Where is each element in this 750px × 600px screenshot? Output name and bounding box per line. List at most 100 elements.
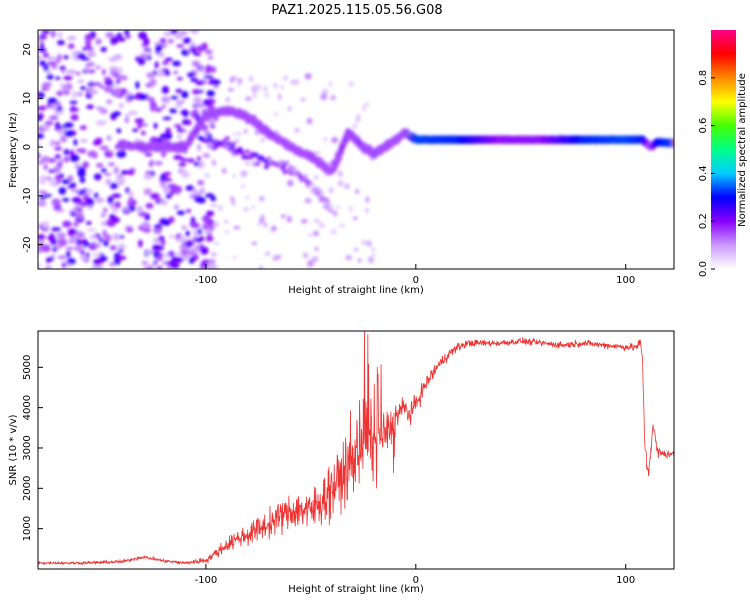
spectrogram-noise-blob: [274, 112, 278, 117]
spectrogram-noise-blob: [79, 201, 89, 207]
spectrogram-noise-blob: [39, 239, 45, 244]
y-tick-label: 2000: [22, 476, 33, 501]
spectrogram-noise-blob: [79, 250, 85, 255]
spectrogram-noise-blob: [217, 204, 224, 211]
spectrogram-noise-blob: [76, 148, 86, 153]
spectrogram-noise-blob: [165, 127, 171, 135]
spectrogram-noise-blob: [312, 230, 319, 237]
spectrogram-noise-blob: [181, 110, 190, 116]
spectrogram-ridge-core: [671, 140, 674, 146]
spectrogram-noise-blob: [181, 225, 188, 231]
spectrogram-noise-blob: [199, 64, 205, 73]
spectrogram-noise-blob: [212, 221, 219, 228]
spectrogram-noise-blob: [75, 211, 84, 220]
spectrogram-noise-blob: [362, 105, 366, 112]
spectrogram-noise-blob: [45, 257, 51, 264]
spectrogram-ridge-blob: [291, 166, 297, 171]
spectrogram-ridge-blob: [263, 164, 269, 169]
spectrogram-noise-blob: [295, 78, 300, 86]
spectrogram-noise-blob: [229, 77, 235, 83]
spectrogram-noise-blob: [314, 246, 319, 252]
spectrogram-noise-blob: [201, 215, 210, 222]
spectrogram-noise-blob: [38, 55, 42, 60]
spectrogram-noise-blob: [287, 106, 292, 112]
x-tick-label: -100: [195, 575, 218, 586]
spectrogram-noise-blob: [125, 112, 130, 118]
spectrogram-noise-blob: [178, 30, 188, 36]
spectrogram-y-ticks: -20 -10 0 10 20: [22, 43, 43, 253]
spectrogram-noise-blob: [169, 108, 178, 114]
spectrogram-noise-blob: [245, 162, 251, 166]
spectrogram-noise-blob: [104, 234, 112, 243]
spectrogram-noise-blob: [157, 51, 165, 58]
spectrogram-noise-blob: [202, 99, 213, 107]
spectrogram-noise-blob: [263, 85, 268, 93]
spectrogram-noise-blob: [55, 140, 61, 146]
spectrogram-noise-blob: [180, 248, 189, 256]
spectrogram-noise-blob: [141, 261, 148, 265]
spectrogram-ridge-blob: [316, 188, 322, 193]
x-tick-label: 100: [616, 575, 635, 586]
spectrogram-noise-blob: [38, 133, 45, 139]
spectrogram-noise-blob: [120, 170, 128, 176]
spectrogram-noise-blob: [100, 168, 107, 173]
spectrogram-noise-blob: [43, 193, 52, 198]
spectrogram-noise-blob: [76, 238, 82, 246]
spectrogram-noise-blob: [118, 75, 128, 81]
spectrogram-noise-blob: [190, 41, 196, 46]
spectrogram-noise-blob: [64, 122, 74, 128]
spectrogram-noise-blob: [260, 138, 266, 142]
spectrogram-noise-blob: [249, 75, 254, 82]
spectrogram-ridge-blob: [325, 201, 331, 206]
spectrogram-noise-blob: [210, 203, 217, 207]
spectrogram-noise-blob: [352, 216, 358, 221]
spectrogram-noise-blob: [177, 235, 187, 243]
spectrogram-noise-blob: [48, 178, 57, 186]
spectrogram-ridge-blob: [244, 149, 250, 154]
spectrogram-noise-blob: [52, 247, 58, 252]
spectrogram-noise-blob: [54, 174, 62, 179]
spectrogram-noise-blob: [193, 190, 202, 196]
spectrogram-ridge-blob: [297, 174, 303, 179]
spectrogram-noise-blob: [245, 96, 252, 102]
spectrogram-noise-blob: [169, 30, 179, 35]
spectrogram-noise-blob: [187, 72, 195, 78]
spectrogram-noise-blob: [160, 133, 169, 139]
spectrogram-noise-blob: [69, 107, 79, 112]
spectrogram-noise-blob: [196, 156, 201, 162]
spectrogram-noise-blob: [314, 150, 321, 155]
spectrogram-noise-blob: [41, 86, 48, 91]
spectrogram-noise-blob: [232, 132, 237, 136]
spectrogram-noise-blob: [189, 257, 195, 261]
spectrogram-noise-blob: [47, 235, 56, 241]
spectrogram-noise-blob: [173, 71, 178, 75]
spectrogram-noise-blob: [93, 173, 102, 181]
spectrogram-noise-blob: [161, 60, 169, 66]
spectrogram-noise-blob: [251, 160, 257, 167]
spectrogram-noise-blob: [111, 71, 116, 75]
spectrogram-noise-blob: [118, 102, 124, 109]
spectrogram-noise-blob: [82, 241, 91, 247]
spectrogram-ridge-blob: [309, 182, 315, 187]
spectrogram-noise-blob: [38, 263, 41, 269]
spectrogram-noise-blob: [213, 241, 220, 246]
spectrogram-noise-blob: [145, 72, 156, 78]
spectrogram-noise-blob: [108, 262, 116, 267]
spectrogram-noise-blob: [257, 222, 261, 227]
spectrogram-noise-blob: [175, 104, 183, 109]
spectrogram-noise-blob: [92, 252, 101, 257]
spectrogram-noise-blob: [40, 124, 51, 131]
spectrogram-noise-blob: [207, 80, 217, 85]
spectrogram-noise-blob: [204, 70, 211, 74]
spectrogram-noise-blob: [128, 110, 138, 116]
y-tick-label: -20: [22, 236, 33, 252]
spectrogram-noise-blob: [87, 227, 96, 232]
x-tick-label: 0: [413, 575, 419, 586]
spectrogram-noise-blob: [38, 160, 44, 165]
spectrogram-noise-blob: [278, 93, 282, 100]
spectrogram-ridge-blob: [289, 171, 295, 176]
spectrogram-noise-blob: [124, 116, 130, 124]
spectrogram-noise-blob: [195, 80, 205, 86]
spectrogram-noise-blob: [163, 171, 172, 176]
spectrogram-noise-blob: [181, 170, 190, 179]
